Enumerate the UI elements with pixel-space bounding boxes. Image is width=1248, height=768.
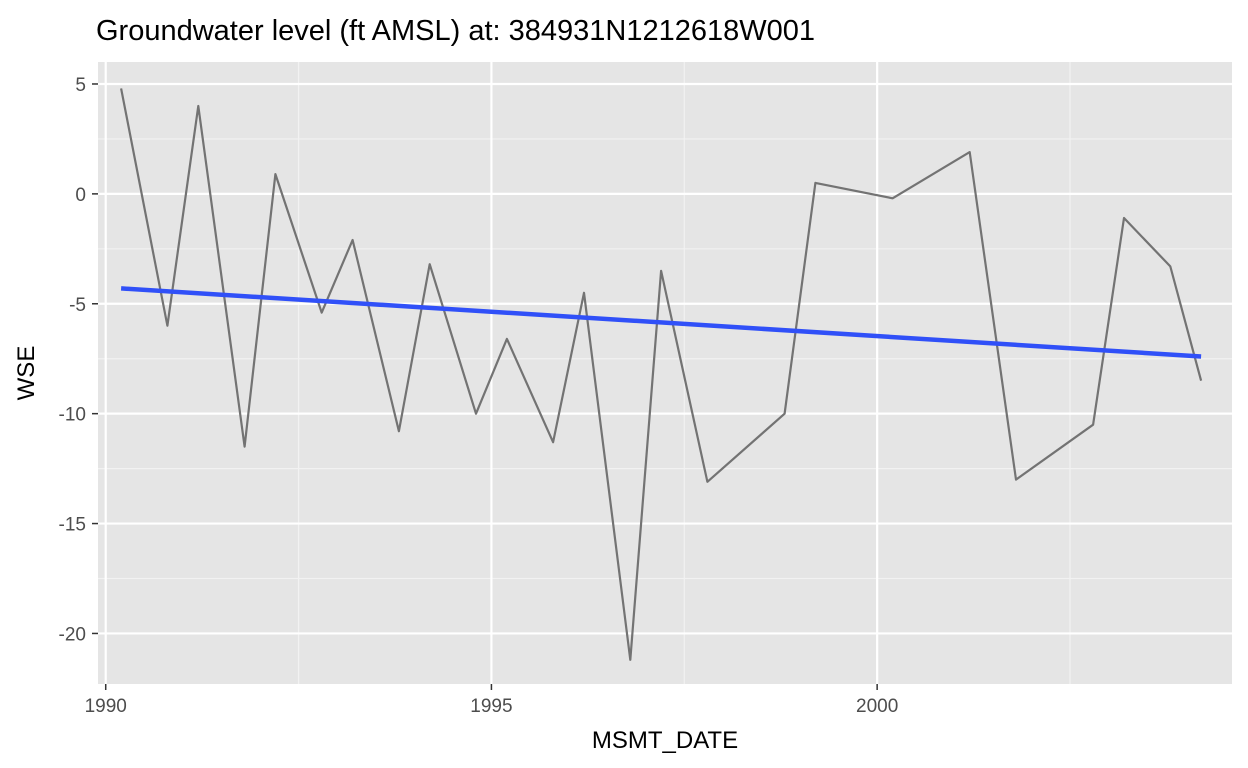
y-tick-label: -5	[69, 295, 86, 316]
x-tick-label: 1995	[470, 696, 512, 717]
x-axis: 1990 1995 2000	[85, 684, 898, 717]
x-tick-label: 1990	[85, 696, 127, 717]
y-tick-label: 0	[75, 185, 86, 206]
y-tick-label: -15	[59, 515, 86, 536]
trend-line	[120, 286, 1202, 359]
minor-gridlines	[98, 62, 1232, 684]
chart-title: Groundwater level (ft AMSL) at: 384931N1…	[96, 15, 815, 47]
y-axis-title: WSE	[13, 346, 40, 401]
y-tick-label: -20	[59, 624, 86, 645]
y-axis: 5 0 -5 -10 -15 -20	[59, 75, 98, 645]
x-axis-title: MSMT_DATE	[592, 727, 738, 754]
y-tick-label: -10	[59, 405, 86, 426]
x-tick-label: 2000	[856, 696, 898, 717]
y-tick-label: 5	[75, 75, 86, 96]
series-layer	[120, 88, 1203, 661]
wse-series-line	[120, 88, 1203, 661]
plot-panel	[98, 62, 1232, 684]
major-gridlines	[98, 62, 1232, 684]
